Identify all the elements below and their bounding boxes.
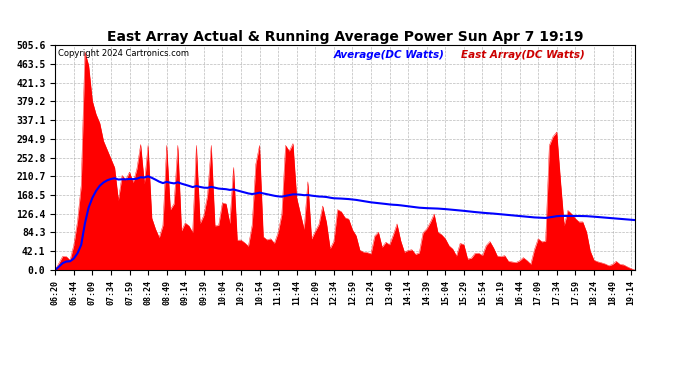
Title: East Array Actual & Running Average Power Sun Apr 7 19:19: East Array Actual & Running Average Powe… [107, 30, 583, 44]
Text: Copyright 2024 Cartronics.com: Copyright 2024 Cartronics.com [58, 50, 189, 58]
Text: East Array(DC Watts): East Array(DC Watts) [461, 50, 584, 60]
Text: Average(DC Watts): Average(DC Watts) [333, 50, 444, 60]
